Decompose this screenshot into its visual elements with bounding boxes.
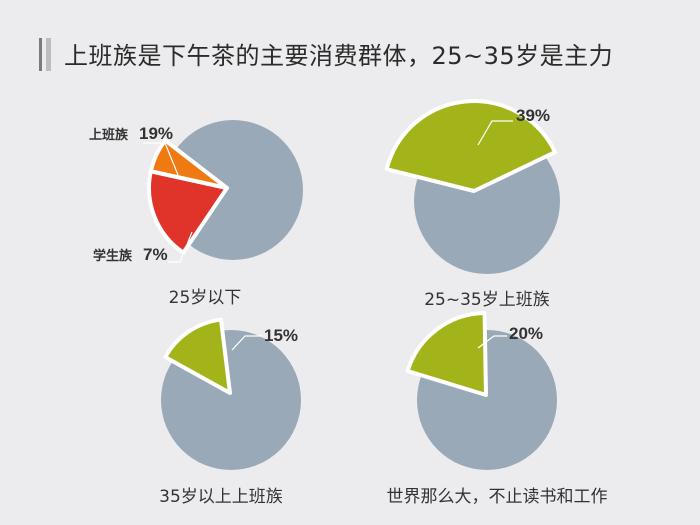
pie-2-caption: 25~35岁上班族 [424, 290, 550, 310]
pie-2-leader-line [477, 120, 513, 146]
pie-1-value-students: 7% [143, 245, 168, 264]
pie-1-slice-students [148, 138, 229, 190]
pie-chart-1: 上班族 19% 学生族 7% [89, 120, 303, 264]
pie-2-slice [384, 99, 558, 193]
title-accent-bar [39, 38, 42, 71]
pie-1-leader-line-1 [143, 142, 179, 176]
pie-1-label-office-workers: 上班族 [89, 127, 129, 143]
pie-3-slice [163, 317, 232, 395]
title-accent-bar-light [46, 38, 51, 71]
pie-1-slice-office-workers [147, 169, 229, 255]
pie-1-value-office-workers: 19% [139, 124, 173, 143]
page-title: 上班族是下午茶的主要消费群体，25~35岁是主力 [64, 42, 614, 70]
pie-4-caption: 世界那么大，不止读书和工作 [386, 487, 608, 507]
pie-4-value: 20% [509, 324, 543, 343]
pie-4-slice [405, 311, 488, 397]
pie-2-value: 39% [516, 106, 550, 125]
pie-3-caption: 35岁以上上班族 [159, 487, 283, 507]
pie-1-label-students: 学生族 [93, 248, 133, 264]
pie-chart-4: 20% [405, 311, 557, 470]
pie-chart-2: 39% [384, 99, 560, 274]
pie-3-leader-line [231, 335, 262, 351]
pie-1-caption: 25岁以下 [168, 288, 242, 308]
pie-4-leader-line [477, 335, 507, 349]
pie-1-leader-line-2 [168, 231, 193, 263]
pie-3-value: 15% [264, 326, 298, 345]
pie-chart-3: 15% [161, 317, 301, 470]
